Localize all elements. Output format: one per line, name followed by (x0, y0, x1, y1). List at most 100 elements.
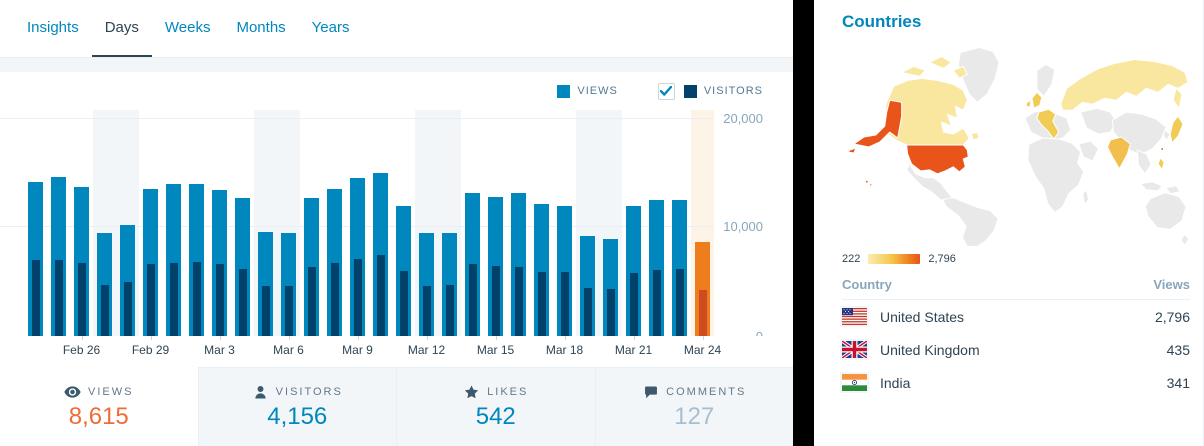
bar-mar-15[interactable] (484, 110, 507, 336)
uk-flag-icon (842, 341, 867, 358)
bar-feb-26[interactable] (70, 110, 93, 336)
bar-mar-6[interactable] (277, 110, 300, 336)
bar-mar-10[interactable] (369, 110, 392, 336)
map-aleutians[interactable] (847, 147, 857, 154)
x-axis-tick (150, 336, 152, 340)
bar-feb-24[interactable] (24, 110, 47, 336)
map-southeast-asia[interactable] (1136, 149, 1152, 175)
tab-months[interactable]: Months (236, 19, 286, 36)
world-map-svg[interactable] (842, 42, 1190, 247)
bar-mar-8[interactable] (323, 110, 346, 336)
map-scandinavia[interactable] (1036, 63, 1056, 97)
table-row-united-kingdom: United Kingdom 435 (842, 333, 1190, 366)
visitors-bar (630, 273, 638, 336)
world-map[interactable] (842, 42, 1190, 247)
map-indonesia-east[interactable] (1165, 185, 1181, 195)
bar-mar-24[interactable] (691, 110, 714, 336)
map-hong-kong[interactable] (1160, 147, 1165, 151)
person-icon (252, 385, 269, 399)
bar-mar-13[interactable] (438, 110, 461, 336)
bar-feb-29[interactable] (139, 110, 162, 336)
period-tabs: Insights Days Weeks Months Years (0, 0, 793, 58)
bar-mar-16[interactable] (507, 110, 530, 336)
map-canada-arctic-2[interactable] (929, 56, 952, 69)
bar-mar-12[interactable] (415, 110, 438, 336)
map-central-asia[interactable] (1080, 107, 1117, 135)
map-russia[interactable] (1060, 58, 1189, 111)
chart-x-axis: Feb 26 Feb 29 Mar 3 Mar 6 Mar 9 Mar 12 Mar 15 M… (0, 336, 793, 366)
x-axis-cell: Mar 9 (342, 336, 373, 366)
us-flag-icon (842, 308, 867, 325)
x-axis-tick (564, 336, 566, 340)
map-japan[interactable] (1169, 115, 1184, 144)
map-newfoundland[interactable] (970, 131, 980, 141)
map-korea[interactable] (1162, 129, 1171, 141)
bar-mar-2[interactable] (185, 110, 208, 336)
map-canada-arctic-1[interactable] (901, 65, 927, 77)
map-western-europe[interactable] (1036, 108, 1060, 140)
map-alaska[interactable] (853, 99, 903, 148)
legend-visitors-toggle[interactable]: VISITORS (657, 82, 763, 100)
map-canada-arctic-3[interactable] (952, 65, 968, 79)
country-name: India (880, 374, 911, 391)
bar-feb-28[interactable] (116, 110, 139, 336)
x-axis-label: Mar 9 (342, 343, 373, 357)
visitors-bar (55, 260, 63, 336)
tab-days[interactable]: Days (91, 0, 152, 57)
map-hawaii[interactable] (864, 179, 869, 184)
map-united-states[interactable] (906, 144, 969, 175)
map-new-zealand[interactable] (1180, 233, 1190, 246)
tab-years[interactable]: Years (311, 19, 350, 36)
bar-mar-7[interactable] (300, 110, 323, 336)
map-ireland[interactable] (1025, 99, 1032, 108)
tab-insights[interactable]: Insights (27, 19, 79, 36)
bar-mar-14[interactable] (461, 110, 484, 336)
bar-mar-17[interactable] (530, 110, 553, 336)
map-australia[interactable] (1144, 192, 1187, 231)
summary-tile-views[interactable]: VIEWS 8,615 (0, 367, 198, 446)
map-madagascar[interactable] (1082, 189, 1090, 206)
summary-tile-visitors[interactable]: VISITORS 4,156 (197, 368, 396, 446)
map-middle-east[interactable] (1078, 140, 1100, 162)
map-africa[interactable] (1027, 137, 1085, 214)
x-axis-label: Mar 21 (614, 343, 653, 357)
x-axis-cell (438, 336, 461, 366)
bar-feb-27[interactable] (93, 110, 116, 336)
bar-mar-23[interactable] (668, 110, 691, 336)
bar-mar-4[interactable] (231, 110, 254, 336)
visitors-bar (653, 270, 661, 336)
map-india[interactable] (1106, 136, 1131, 170)
visitors-bar (377, 255, 385, 336)
map-indonesia[interactable] (1139, 181, 1163, 192)
bar-mar-1[interactable] (162, 110, 185, 336)
bar-mar-19[interactable] (576, 110, 599, 336)
map-south-america[interactable] (941, 197, 999, 247)
tab-weeks[interactable]: Weeks (164, 19, 211, 36)
visitors-checkbox[interactable] (657, 82, 675, 100)
bar-mar-22[interactable] (645, 110, 668, 336)
bar-feb-25[interactable] (47, 110, 70, 336)
bar-mar-5[interactable] (254, 110, 277, 336)
visitors-bar (400, 271, 408, 336)
x-axis-label: Mar 3 (204, 343, 235, 357)
checkmark-icon (660, 86, 673, 96)
bar-mar-3[interactable] (208, 110, 231, 336)
bar-mar-21[interactable] (622, 110, 645, 336)
bar-mar-9[interactable] (346, 110, 369, 336)
x-axis-tick (426, 336, 428, 340)
bar-mar-18[interactable] (553, 110, 576, 336)
summary-tile-comments[interactable]: COMMENTS 127 (594, 368, 793, 446)
map-philippines[interactable] (1157, 157, 1165, 171)
map-kamchatka[interactable] (1172, 87, 1183, 109)
x-axis-label: Mar 18 (545, 343, 584, 357)
map-united-kingdom[interactable] (1031, 91, 1043, 109)
x-axis-cell: Mar 6 (273, 336, 304, 366)
visitors-bar (216, 264, 224, 336)
visitors-bar (469, 264, 477, 336)
bar-mar-11[interactable] (392, 110, 415, 336)
map-hawaii-2[interactable] (869, 183, 873, 187)
bar-mar-20[interactable] (599, 110, 622, 336)
summary-tile-likes[interactable]: LIKES 542 (396, 368, 595, 446)
x-axis-cell (93, 336, 116, 366)
map-canada[interactable] (885, 77, 970, 146)
